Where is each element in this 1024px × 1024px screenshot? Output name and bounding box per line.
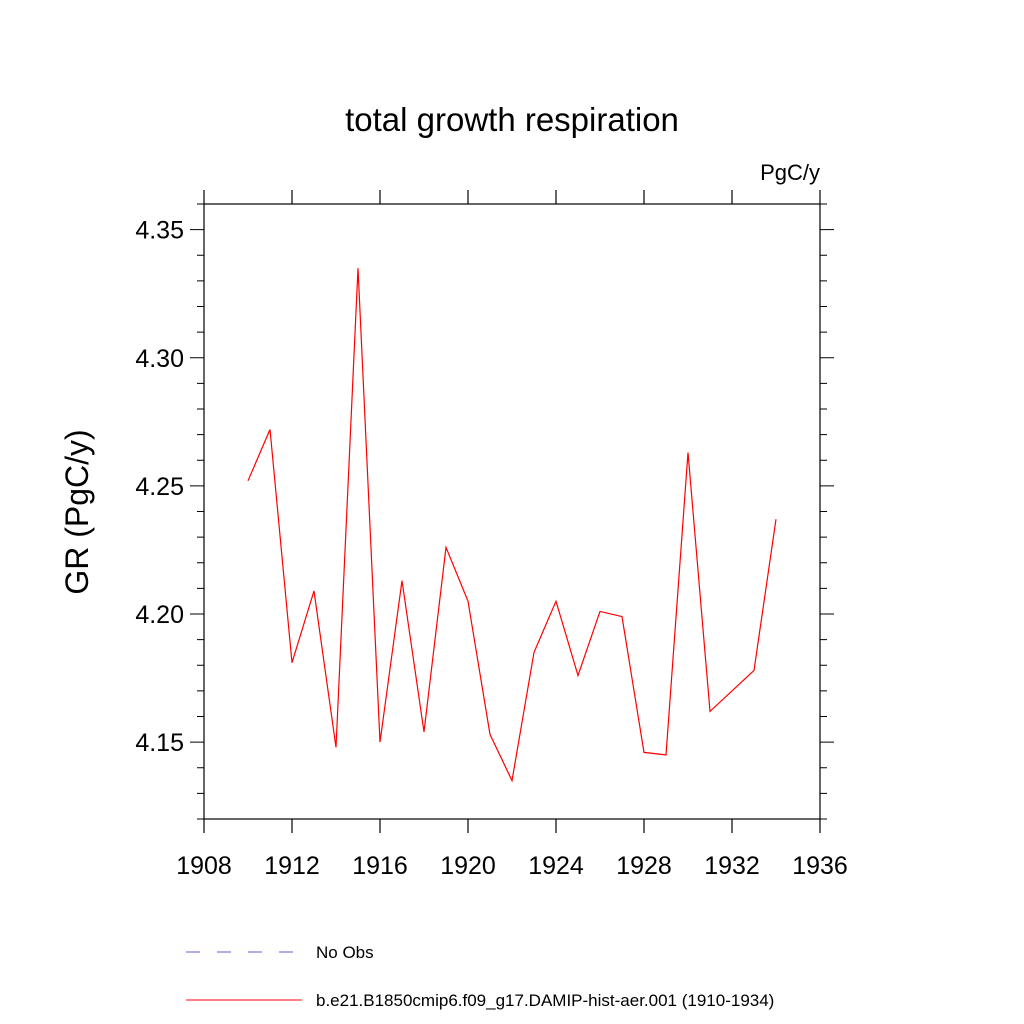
legend-label-1: b.e21.B1850cmip6.f09_g17.DAMIP-hist-aer.… — [316, 991, 774, 1010]
y-axis-label: GR (PgC/y) — [59, 429, 95, 594]
x-tick-label: 1928 — [616, 852, 672, 880]
x-tick-label: 1916 — [352, 852, 408, 880]
axis-ticks: 1908 1912 1916 1920 1924 1928 1932 1936 4.15 4.20… — [135, 190, 848, 880]
x-tick-label: 1912 — [264, 852, 320, 880]
x-tick-label: 1920 — [440, 852, 496, 880]
legend: No Obs b.e21.B1850cmip6.f09_g17.DAMIP-his… — [186, 943, 774, 1010]
x-tick-label: 1932 — [704, 852, 760, 880]
y-tick-label: 4.25 — [135, 473, 184, 501]
series-layer — [247, 268, 777, 783]
chart-title: total growth respiration — [345, 101, 679, 138]
y-tick-label: 4.15 — [135, 729, 184, 757]
units-label: PgC/y — [760, 160, 820, 185]
legend-label-0: No Obs — [316, 943, 374, 962]
plot-frame — [203, 203, 821, 820]
x-tick-label: 1936 — [792, 852, 848, 880]
x-tick-label: 1908 — [176, 852, 232, 880]
y-tick-label: 4.30 — [135, 345, 184, 373]
y-tick-label: 4.20 — [135, 601, 184, 629]
x-tick-label: 1924 — [528, 852, 584, 880]
y-tick-label: 4.35 — [135, 217, 184, 245]
series-line-0 — [247, 268, 777, 783]
